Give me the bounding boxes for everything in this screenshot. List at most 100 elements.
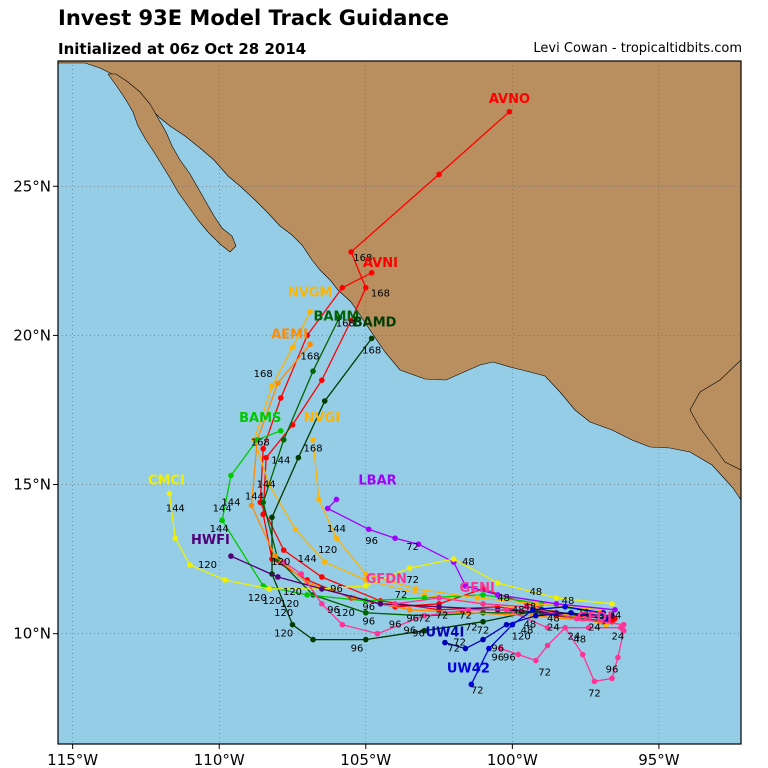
track-point: [533, 657, 539, 664]
forecast-hour-label: 72: [436, 611, 449, 622]
forecast-hour-label: 24: [547, 623, 560, 634]
track-point: [612, 606, 618, 613]
forecast-hour-label: 48: [462, 557, 475, 568]
track-point: [269, 383, 275, 389]
forecast-hour-label: 144: [210, 524, 229, 535]
track-point: [392, 601, 398, 607]
track-point: [503, 606, 510, 613]
mexico-landmass: [58, 61, 741, 501]
track-point: [310, 636, 316, 643]
forecast-hour-label: 96: [389, 620, 402, 631]
track-point: [620, 627, 627, 634]
forecast-hour-label: 48: [521, 626, 534, 637]
track-point: [266, 586, 272, 592]
track-hwfi: [230, 555, 613, 617]
track-point: [321, 398, 328, 404]
model-label-hwfi: HWFI: [191, 533, 230, 548]
forecast-hour-label: 120: [512, 632, 531, 643]
track-point: [533, 601, 539, 607]
track-point: [362, 571, 369, 577]
forecast-hour-label: 48: [573, 635, 586, 646]
track-point: [421, 627, 428, 634]
baja-california-peninsula: [107, 73, 237, 253]
track-point: [392, 535, 398, 542]
model-label-nvgi: NVGI: [304, 411, 340, 426]
track-point: [362, 577, 369, 583]
model-label-cmci: CMCI: [148, 474, 185, 489]
track-point: [319, 601, 325, 607]
track-point: [362, 583, 369, 589]
track-point: [307, 341, 313, 348]
track-point: [412, 586, 419, 592]
track-nvgi: [312, 439, 601, 611]
track-point: [248, 502, 255, 509]
forecast-hour-label: 48: [524, 602, 537, 613]
forecast-hour-label: 24: [588, 623, 601, 634]
forecast-hour-label: 168: [301, 351, 320, 362]
track-point: [333, 535, 340, 542]
forecast-hour-label: 24: [609, 611, 622, 622]
track-point: [600, 609, 607, 616]
track-point: [263, 454, 269, 461]
model-label-avno: AVNO: [489, 92, 530, 107]
forecast-hour-label: 72: [395, 590, 408, 601]
track-point: [333, 496, 340, 503]
track-point: [316, 496, 322, 503]
track-point: [609, 675, 615, 682]
track-point: [304, 332, 310, 339]
track-point: [609, 612, 615, 619]
track-point: [295, 454, 302, 461]
track-point: [436, 171, 442, 178]
lon-tick-label: 115°W: [47, 751, 98, 768]
track-point: [319, 586, 325, 592]
track-point: [480, 636, 486, 643]
track-point: [298, 571, 305, 577]
track-point: [524, 604, 530, 610]
credit-text: Levi Cowan - tropicaltidbits.com: [533, 41, 742, 56]
track-point: [579, 651, 586, 658]
track-geni: [395, 597, 624, 626]
forecast-hour-label: 72: [477, 626, 490, 637]
track-cmci: [168, 493, 613, 605]
track-point: [222, 577, 228, 583]
track-point: [319, 377, 325, 383]
lon-tick-label: 95°W: [638, 751, 680, 768]
track-point: [228, 472, 234, 479]
model-label-bams: BAMS: [239, 411, 281, 426]
track-avno: [262, 111, 616, 620]
track-point: [374, 630, 381, 637]
track-point: [562, 604, 568, 610]
track-point: [486, 645, 492, 652]
track-point: [421, 612, 428, 619]
lat-tick-label: 15°N: [13, 476, 51, 494]
forecast-hour-label: 48: [524, 620, 537, 631]
track-point: [321, 559, 328, 565]
forecast-hour-label: 72: [459, 611, 472, 622]
forecast-hour-label: 168: [371, 289, 390, 300]
track-point: [533, 612, 539, 619]
forecast-hour-label: 120: [283, 587, 302, 598]
track-point: [615, 654, 621, 661]
forecast-hour-label: 96: [330, 584, 343, 595]
track-bamd: [271, 338, 604, 641]
forecast-hour-label: 96: [327, 605, 340, 616]
track-point: [365, 526, 372, 533]
track-point: [530, 606, 536, 613]
forecast-hour-label: 96: [491, 644, 504, 655]
forecast-hour-label: 72: [471, 685, 484, 696]
forecast-hour-label: 144: [271, 456, 290, 467]
track-point: [348, 249, 354, 255]
track-point: [304, 592, 310, 598]
track-point: [480, 601, 486, 607]
track-point: [280, 559, 287, 565]
track-point: [553, 601, 560, 607]
track-point: [269, 514, 275, 521]
forecast-hour-label: 72: [418, 614, 431, 625]
track-point: [406, 606, 413, 613]
track-point: [166, 490, 173, 497]
track-gfdi: [500, 626, 625, 683]
track-point: [289, 344, 296, 351]
track-point: [468, 681, 475, 688]
forecast-hour-label: 168: [336, 318, 355, 329]
